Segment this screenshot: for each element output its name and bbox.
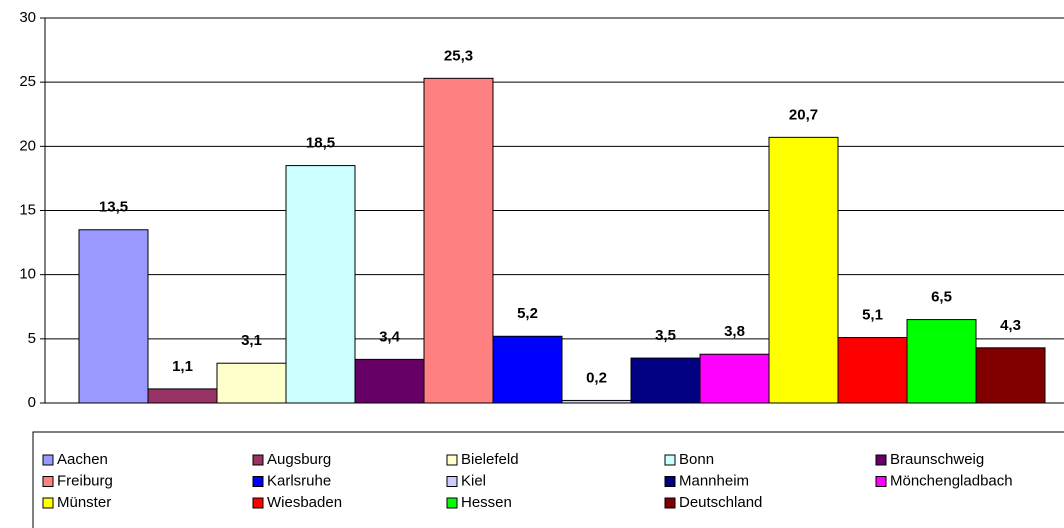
bar bbox=[354, 358, 425, 404]
value-label: 5,2 bbox=[517, 305, 538, 322]
value-label: 3,5 bbox=[655, 327, 676, 344]
value-label: 18,5 bbox=[306, 135, 335, 152]
value-label: 3,8 bbox=[724, 323, 745, 340]
legend-label: Braunschweig bbox=[890, 451, 984, 468]
value-label: 3,1 bbox=[241, 332, 262, 349]
value-label: 3,4 bbox=[379, 328, 401, 345]
legend-label: Augsburg bbox=[267, 451, 331, 468]
value-label: 4,3 bbox=[1000, 317, 1021, 334]
bar bbox=[147, 388, 218, 404]
value-label: 20,7 bbox=[789, 106, 818, 123]
bar bbox=[975, 347, 1046, 404]
legend-swatch bbox=[42, 454, 54, 466]
value-label: 13,5 bbox=[99, 199, 128, 216]
legend-swatch bbox=[446, 497, 458, 509]
bar bbox=[285, 165, 356, 404]
legend-swatch bbox=[42, 497, 54, 509]
y-tick-label: 30 bbox=[19, 9, 36, 26]
bar bbox=[216, 362, 287, 404]
bar bbox=[768, 136, 839, 404]
value-label: 6,5 bbox=[931, 289, 952, 306]
legend-box bbox=[32, 431, 1064, 528]
bar bbox=[630, 357, 701, 404]
y-tick-label: 25 bbox=[19, 73, 36, 90]
legend-label: Deutschland bbox=[679, 494, 762, 511]
legend-swatch bbox=[664, 476, 676, 487]
legend-swatch bbox=[252, 476, 264, 487]
legend-swatch bbox=[664, 497, 676, 509]
y-tick-label: 20 bbox=[19, 137, 36, 154]
bar bbox=[699, 353, 770, 404]
legend-label: Wiesbaden bbox=[267, 494, 342, 511]
legend-swatch bbox=[252, 497, 264, 509]
legend-label: Karlsruhe bbox=[267, 472, 331, 489]
legend-swatch bbox=[875, 454, 887, 466]
legend-swatch bbox=[446, 476, 458, 487]
legend-label: Mannheim bbox=[679, 472, 749, 489]
value-label: 25,3 bbox=[444, 47, 473, 64]
bar bbox=[561, 399, 632, 404]
legend-label: Bonn bbox=[679, 451, 714, 468]
y-tick-label: 10 bbox=[19, 266, 36, 283]
legend-label: Freiburg bbox=[57, 472, 113, 489]
legend-label: Mönchengladbach bbox=[890, 472, 1013, 489]
y-tick-label: 15 bbox=[19, 201, 36, 218]
bar bbox=[492, 335, 563, 404]
legend-label: Münster bbox=[57, 494, 111, 511]
legend-label: Aachen bbox=[57, 451, 108, 468]
value-label: 1,1 bbox=[172, 358, 193, 375]
legend-swatch bbox=[446, 454, 458, 466]
bar bbox=[78, 229, 149, 404]
value-label: 0,2 bbox=[586, 369, 607, 386]
value-label: 5,1 bbox=[862, 307, 883, 324]
legend-swatch bbox=[42, 476, 54, 487]
legend-swatch bbox=[875, 476, 887, 487]
bar bbox=[906, 319, 977, 404]
bar bbox=[837, 337, 908, 404]
legend-label: Kiel bbox=[461, 472, 486, 489]
legend-swatch bbox=[664, 454, 676, 466]
legend-label: Hessen bbox=[461, 494, 512, 511]
y-tick-label: 5 bbox=[28, 330, 36, 347]
y-tick-label: 0 bbox=[28, 394, 36, 411]
legend-label: Bielefeld bbox=[461, 451, 519, 468]
legend-swatch bbox=[252, 454, 264, 466]
bar bbox=[423, 77, 494, 404]
